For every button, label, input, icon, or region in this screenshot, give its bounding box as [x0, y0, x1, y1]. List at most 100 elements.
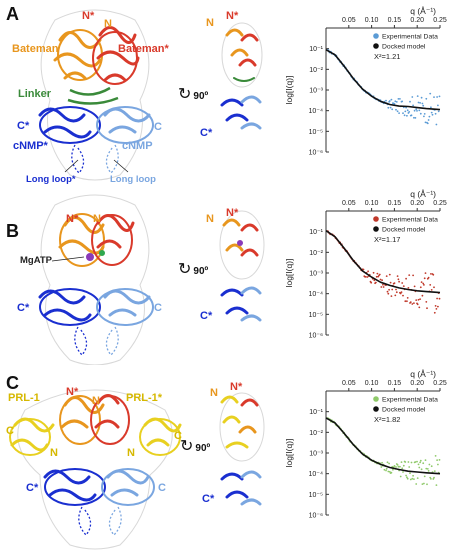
experimental-point — [438, 459, 441, 461]
experimental-point — [375, 275, 378, 278]
y-axis-label: log[I(q)] — [284, 439, 294, 468]
experimental-point — [411, 477, 414, 480]
experimental-point — [437, 104, 439, 107]
label-c-star: C* — [17, 120, 30, 132]
legend-experimental-label: Experimental Data — [382, 34, 438, 41]
experimental-point — [367, 270, 369, 273]
legend-experimental-marker — [373, 33, 379, 39]
experimental-point — [385, 469, 387, 472]
experimental-point — [395, 108, 397, 111]
label-n: N — [93, 213, 101, 225]
experimental-point — [435, 308, 438, 310]
experimental-point — [428, 463, 431, 466]
experimental-point — [409, 472, 411, 475]
mgatp-ligand — [86, 250, 105, 261]
saxs-envelope — [40, 194, 150, 365]
legend-model-marker — [373, 406, 379, 412]
legend-model-marker — [373, 43, 379, 49]
experimental-point — [396, 110, 399, 113]
experimental-point — [386, 461, 389, 464]
x-axis-label: q (Å⁻¹) — [410, 6, 436, 16]
experimental-point — [413, 109, 416, 112]
experimental-point — [416, 477, 419, 479]
legend-experimental-marker — [373, 396, 379, 402]
experimental-point — [381, 279, 383, 282]
x-tick-label: 0.05 — [342, 17, 356, 24]
experimental-point — [430, 465, 433, 468]
experimental-point — [437, 463, 439, 466]
experimental-point — [433, 470, 436, 472]
y-tick-label: 10⁻² — [309, 430, 323, 437]
experimental-point — [411, 96, 414, 98]
experimental-point — [425, 467, 428, 470]
experimental-point — [388, 470, 391, 473]
experimental-point — [391, 108, 394, 111]
experimental-point — [408, 274, 411, 276]
label-n-star: N* — [66, 213, 79, 225]
experimental-point — [416, 110, 418, 112]
experimental-point — [436, 297, 438, 300]
experimental-point — [401, 467, 404, 470]
experimental-point — [413, 478, 415, 480]
docked-model-curve — [325, 417, 441, 475]
side-label-c-star: C* — [200, 127, 213, 139]
x-tick-label: 0.05 — [342, 380, 356, 387]
y-tick-label: 10⁻⁶ — [309, 150, 323, 157]
experimental-point — [412, 274, 414, 277]
legend-experimental-label: Experimental Data — [382, 217, 438, 224]
experimental-point — [399, 475, 402, 478]
experimental-point — [433, 286, 435, 289]
y-tick-label: 10⁻⁶ — [309, 513, 323, 520]
experimental-point — [375, 281, 377, 284]
label-bateman: Bateman — [12, 43, 59, 55]
experimental-point — [430, 106, 432, 109]
experimental-point — [401, 282, 404, 284]
chi-squared-label: X²=1.82 — [374, 415, 400, 424]
saxs-envelope — [17, 389, 173, 550]
experimental-point — [406, 114, 408, 117]
x-tick-label: 0.20 — [410, 380, 424, 387]
experimental-point — [394, 100, 397, 103]
legend-experimental-marker — [373, 216, 379, 222]
long-loops — [71, 144, 119, 174]
rotate-icon: ↻ — [180, 438, 194, 455]
experimental-point — [408, 466, 411, 468]
experimental-point — [419, 286, 422, 289]
panel-letter: C — [6, 373, 19, 393]
side-label-c-star: C* — [202, 493, 215, 505]
experimental-point — [385, 99, 387, 102]
x-tick-label: 0.15 — [388, 380, 402, 387]
experimental-point — [423, 475, 426, 478]
label-prl1: PRL-1 — [8, 392, 40, 404]
experimental-point — [416, 460, 418, 463]
experimental-point — [426, 307, 428, 310]
experimental-point — [435, 484, 438, 486]
experimental-point — [432, 273, 435, 276]
saxs-plot-a: 0.05 0.10 0.15 0.20 0.25q (Å⁻¹) 10⁻¹ 10⁻² 10⁻³ 1… — [284, 6, 447, 157]
experimental-point — [430, 478, 432, 480]
rotate-icon: ↻ — [178, 261, 192, 278]
experimental-point — [434, 455, 437, 457]
experimental-point — [427, 119, 430, 121]
experimental-point — [382, 286, 385, 288]
experimental-point — [388, 273, 391, 276]
experimental-point — [382, 283, 384, 286]
experimental-point — [434, 112, 437, 115]
label-n: N — [104, 18, 112, 30]
y-tick-label: 10⁻² — [309, 67, 323, 74]
experimental-point — [433, 311, 436, 314]
experimental-point — [405, 277, 407, 280]
experimental-point — [423, 115, 425, 118]
experimental-point — [423, 113, 426, 115]
docked-model-curve — [325, 49, 441, 111]
experimental-point — [433, 96, 435, 98]
experimental-point — [410, 114, 413, 117]
experimental-point — [416, 95, 419, 97]
experimental-point — [406, 300, 408, 303]
y-tick-label: 10⁻³ — [309, 271, 323, 278]
y-tick-label: 10⁻¹ — [309, 46, 323, 53]
experimental-point — [422, 282, 425, 285]
experimental-point — [413, 285, 416, 288]
experimental-point — [399, 98, 401, 100]
experimental-point — [424, 121, 427, 124]
